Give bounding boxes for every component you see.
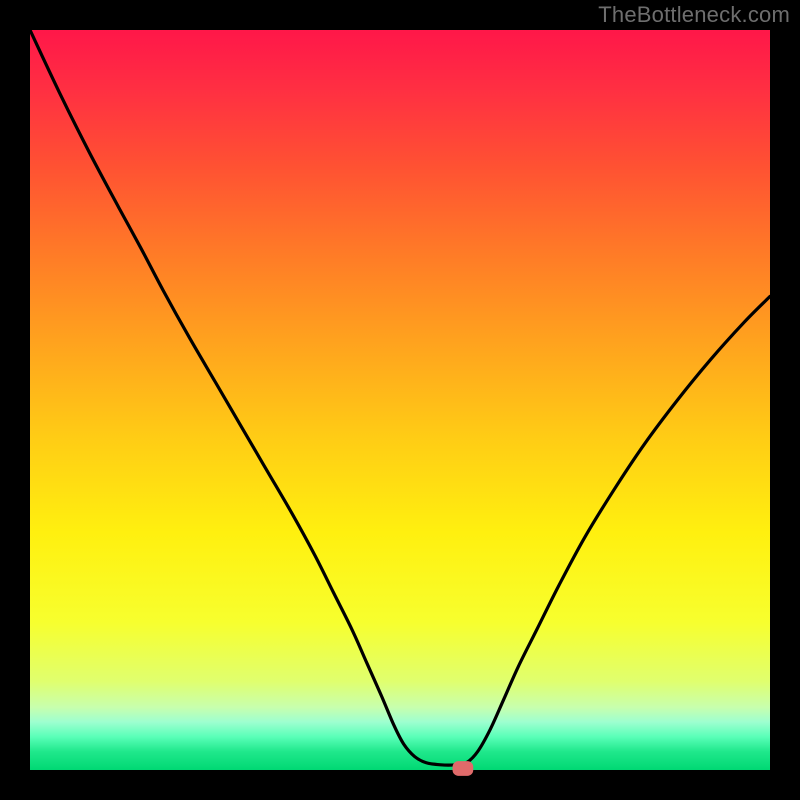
chart-gradient-bg bbox=[30, 30, 770, 770]
bottleneck-chart bbox=[0, 0, 800, 800]
chart-container: TheBottleneck.com bbox=[0, 0, 800, 800]
watermark-text: TheBottleneck.com bbox=[598, 2, 790, 28]
bottleneck-marker bbox=[453, 761, 474, 776]
